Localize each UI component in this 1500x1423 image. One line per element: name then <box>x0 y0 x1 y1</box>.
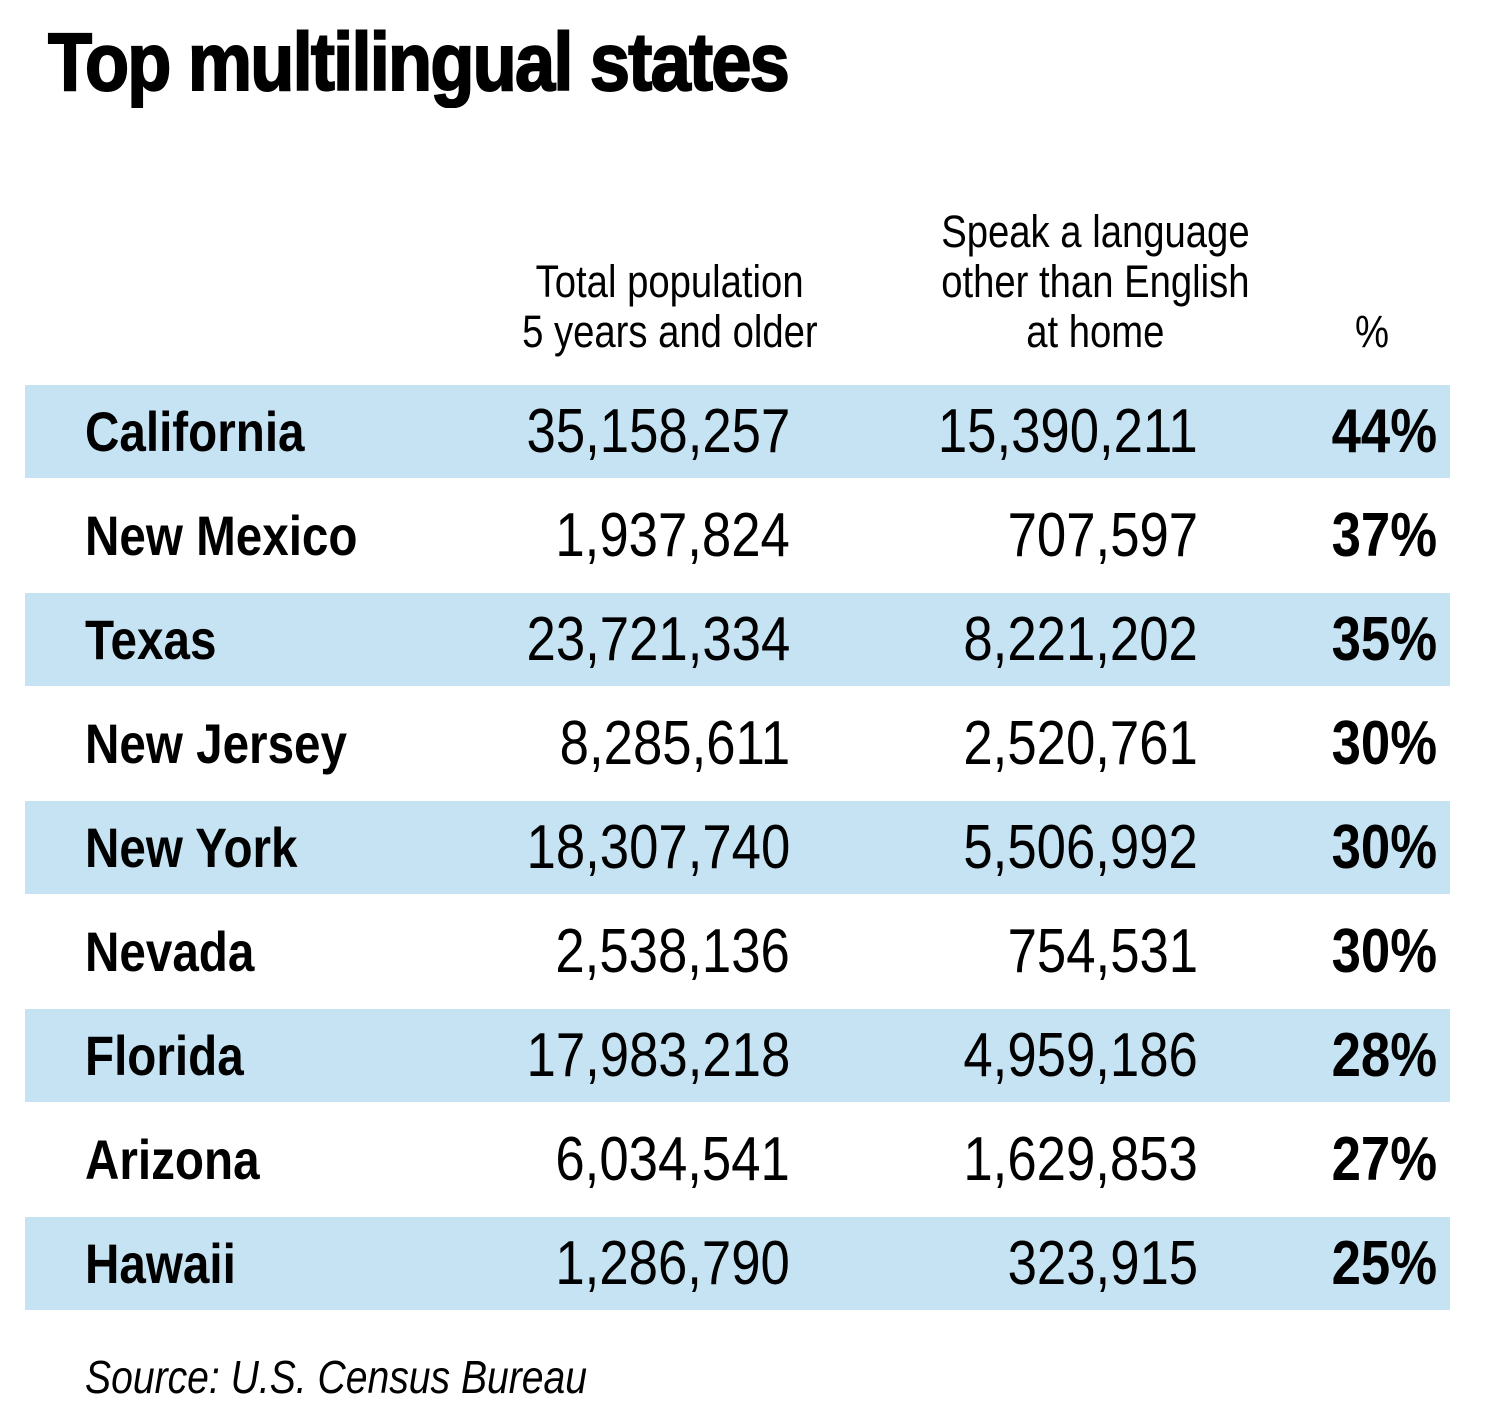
total-population-cell: 2,538,136 <box>555 917 790 986</box>
speakers-cell: 754,531 <box>1007 917 1198 986</box>
header-line: Total population <box>536 256 804 307</box>
source-credit: Source: U.S. Census Bureau <box>85 1351 588 1403</box>
state-name-cell: California <box>85 400 305 463</box>
speakers-cell: 5,506,992 <box>963 813 1198 882</box>
column-header-total-population: Total population 5 years and older <box>430 257 910 357</box>
total-population-cell: 23,721,334 <box>526 605 790 674</box>
header-line: Speak a language <box>940 206 1250 257</box>
state-name-cell: Arizona <box>85 1128 260 1191</box>
page-title-text: Top multilingual states <box>47 16 790 109</box>
speakers-cell: 8,221,202 <box>963 605 1198 674</box>
percent-cell: 37% <box>1331 501 1437 570</box>
page-title: Top multilingual states <box>47 16 889 110</box>
column-header-percent: % <box>1302 307 1442 357</box>
total-population-cell: 18,307,740 <box>526 813 790 882</box>
state-name-cell: Hawaii <box>85 1232 236 1295</box>
total-population-cell: 17,983,218 <box>526 1021 790 1090</box>
table-row-nevada: Nevada 2,538,136 754,531 30% <box>25 894 1450 1009</box>
percent-cell: 28% <box>1331 1021 1437 1090</box>
speakers-cell: 323,915 <box>1007 1229 1198 1298</box>
header-line: other than English <box>940 256 1250 307</box>
table-row-new-mexico: New Mexico 1,937,824 707,597 37% <box>25 478 1450 593</box>
percent-cell: 30% <box>1331 917 1437 986</box>
state-name-cell: Texas <box>85 608 217 671</box>
percent-cell: 30% <box>1331 709 1437 778</box>
state-name-cell: New Mexico <box>85 504 358 567</box>
header-line: at home <box>1025 306 1165 357</box>
total-population-cell: 35,158,257 <box>526 397 790 466</box>
percent-cell: 25% <box>1331 1229 1437 1298</box>
state-name-cell: New York <box>85 816 298 879</box>
speakers-cell: 4,959,186 <box>963 1021 1198 1090</box>
data-table: California 35,158,257 15,390,211 44% New… <box>25 385 1450 1310</box>
total-population-cell: 8,285,611 <box>559 709 790 778</box>
table-row-florida: Florida 17,983,218 4,959,186 28% <box>25 1009 1450 1102</box>
column-header-language: Speak a language other than English at h… <box>870 207 1320 357</box>
table-row-texas: Texas 23,721,334 8,221,202 35% <box>25 593 1450 686</box>
speakers-cell: 1,629,853 <box>963 1125 1198 1194</box>
table-row-new-jersey: New Jersey 8,285,611 2,520,761 30% <box>25 686 1450 801</box>
table-row-hawaii: Hawaii 1,286,790 323,915 25% <box>25 1217 1450 1310</box>
header-line: % <box>1354 306 1389 357</box>
total-population-cell: 1,286,790 <box>555 1229 790 1298</box>
speakers-cell: 2,520,761 <box>963 709 1198 778</box>
table-row-new-york: New York 18,307,740 5,506,992 30% <box>25 801 1450 894</box>
speakers-cell: 707,597 <box>1007 501 1198 570</box>
percent-cell: 44% <box>1331 397 1437 466</box>
table-row-arizona: Arizona 6,034,541 1,629,853 27% <box>25 1102 1450 1217</box>
percent-cell: 35% <box>1331 605 1437 674</box>
total-population-cell: 1,937,824 <box>555 501 790 570</box>
header-line: 5 years and older <box>522 306 818 357</box>
percent-cell: 30% <box>1331 813 1437 882</box>
speakers-cell: 15,390,211 <box>938 397 1198 466</box>
percent-cell: 27% <box>1331 1125 1437 1194</box>
state-name-cell: New Jersey <box>85 712 347 775</box>
state-name-cell: Nevada <box>85 920 255 983</box>
table-row-california: California 35,158,257 15,390,211 44% <box>25 385 1450 478</box>
state-name-cell: Florida <box>85 1024 244 1087</box>
total-population-cell: 6,034,541 <box>555 1125 790 1194</box>
